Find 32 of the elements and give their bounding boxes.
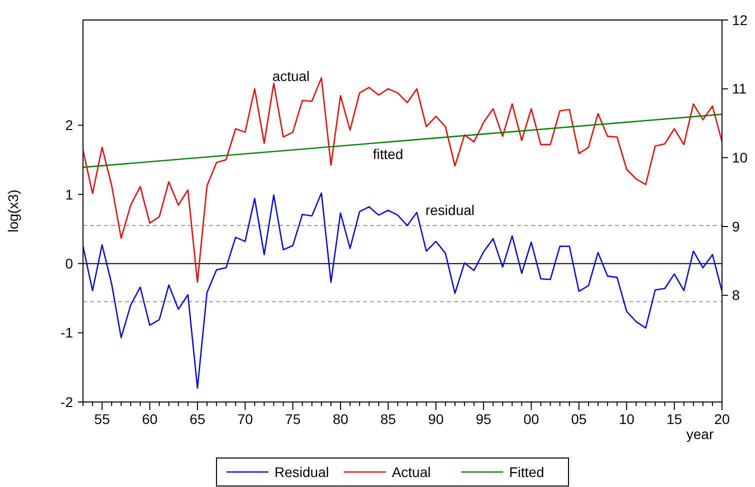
y-tick-label: 2	[65, 117, 74, 134]
x-tick-label: 15	[666, 411, 682, 427]
y-axis-title: log(x3)	[5, 190, 21, 232]
y2-tick-label: 8	[732, 287, 740, 304]
legend-label: Fitted	[509, 464, 544, 480]
annotation: fitted	[372, 146, 404, 162]
x-tick-label: 60	[142, 411, 158, 427]
annotation: residual	[425, 202, 475, 218]
x-tick-label: 95	[476, 411, 492, 427]
x-tick-label: 70	[237, 411, 254, 427]
y-tick-label: 0	[65, 255, 74, 272]
x-tick-label: 85	[380, 411, 396, 427]
x-axis-title: year	[686, 426, 714, 442]
y2-tick-label: 11	[732, 80, 747, 97]
x-tick-label: 05	[571, 411, 587, 427]
legend-label: Residual	[274, 464, 329, 480]
y-tick-label: -2	[60, 394, 74, 410]
annotation: actual	[272, 68, 310, 84]
x-tick-label: 75	[285, 411, 301, 427]
y2-tick-label: 10	[732, 150, 748, 166]
x-tick-label: 10	[618, 411, 635, 427]
x-tick-label: 20	[714, 411, 730, 427]
y-tick-label: 1	[65, 186, 74, 202]
x-tick-label: 80	[332, 411, 349, 427]
legend-label: Actual	[392, 464, 431, 480]
y-tick-label: -1	[60, 324, 74, 341]
x-tick-label: 90	[428, 411, 444, 427]
y2-tick-label: 12	[732, 12, 748, 28]
x-tick-label: 65	[190, 411, 206, 427]
x-tick-label: 00	[523, 411, 540, 427]
x-tick-label: 55	[94, 411, 110, 427]
y2-tick-label: 9	[732, 218, 740, 234]
